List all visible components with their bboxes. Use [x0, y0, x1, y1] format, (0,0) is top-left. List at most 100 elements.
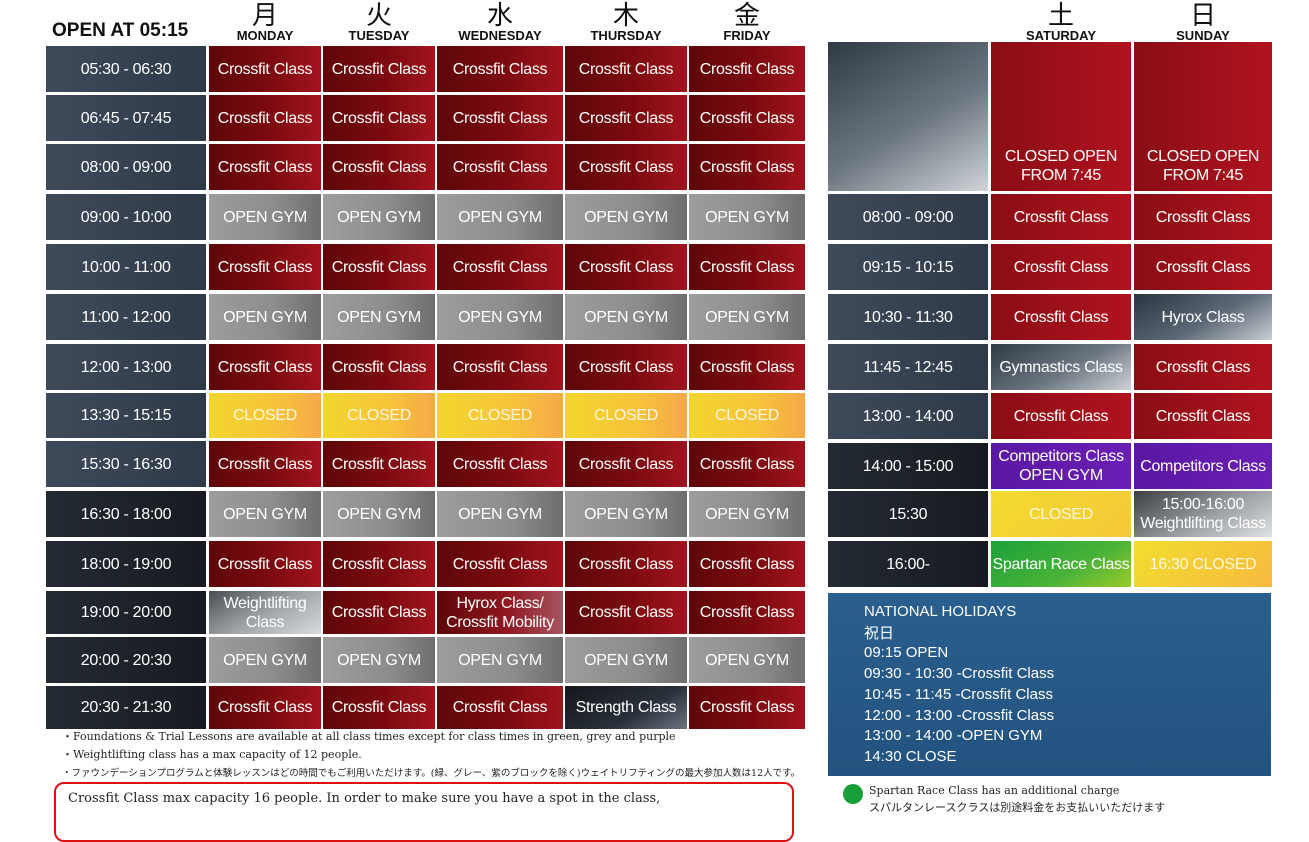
weekend-time-slot: 10:30 - 11:30 [828, 294, 988, 340]
time-slot: 11:00 - 12:00 [46, 294, 206, 340]
class-cell: Crossfit Class [565, 441, 687, 487]
class-cell: Crossfit Class [565, 344, 687, 390]
class-cell: Crossfit Class [689, 686, 805, 729]
time-slot: 08:00 - 09:00 [46, 144, 206, 190]
time-slot: 06:45 - 07:45 [46, 95, 206, 141]
time-slot: 10:00 - 11:00 [46, 244, 206, 290]
class-cell: Crossfit Class [209, 441, 321, 487]
class-cell: Weightlifting Class [209, 591, 321, 634]
class-cell: OPEN GYM [565, 491, 687, 537]
class-cell: OPEN GYM [209, 491, 321, 537]
class-cell: Crossfit Class [437, 686, 563, 729]
weekend-time-slot: 08:00 - 09:00 [828, 194, 988, 240]
time-slot: 09:00 - 10:00 [46, 194, 206, 240]
day-header-monday: 月 MONDAY [236, 1, 294, 43]
class-cell: Crossfit Class [323, 95, 435, 141]
class-cell: Crossfit Class [437, 46, 563, 92]
green-dot-icon [843, 784, 863, 804]
class-cell: OPEN GYM [209, 637, 321, 683]
class-cell: CLOSED [565, 393, 687, 438]
class-cell: OPEN GYM [437, 491, 563, 537]
class-cell: Crossfit Class [689, 144, 805, 190]
class-cell: Crossfit Class [323, 686, 435, 729]
class-cell: Crossfit Class [689, 46, 805, 92]
class-cell: OPEN GYM [209, 194, 321, 240]
day-header-friday: 金 FRIDAY [723, 1, 771, 43]
day-header-sunday: 日 SUNDAY [1176, 1, 1230, 43]
weekend-time-slot: 09:15 - 10:15 [828, 244, 988, 290]
class-cell: Crossfit Class [437, 344, 563, 390]
holiday-line: 10:45 - 11:45 -Crossfit Class [864, 685, 1053, 703]
sunday-closed-block: CLOSED OPEN FROM 7:45 [1134, 42, 1272, 191]
class-cell: OPEN GYM [437, 294, 563, 340]
class-cell: CLOSED [323, 393, 435, 438]
time-slot: 13:30 - 15:15 [46, 393, 206, 438]
class-cell: Crossfit Class [437, 244, 563, 290]
class-cell: OPEN GYM [689, 491, 805, 537]
saturday-class-cell: Spartan Race Class [991, 541, 1131, 587]
class-cell: CLOSED [209, 393, 321, 438]
class-cell: Strength Class [565, 686, 687, 729]
class-cell: OPEN GYM [323, 637, 435, 683]
class-cell: CLOSED [689, 393, 805, 438]
class-cell: Crossfit Class [323, 46, 435, 92]
class-cell: Crossfit Class [437, 144, 563, 190]
time-slot: 15:30 - 16:30 [46, 441, 206, 487]
weekend-time-header-block [828, 42, 988, 191]
sunday-class-cell: Hyrox Class [1134, 294, 1272, 340]
sunday-class-cell: 16:30 CLOSED [1134, 541, 1272, 587]
class-cell: Crossfit Class [323, 344, 435, 390]
class-cell: OPEN GYM [323, 194, 435, 240]
day-header-thursday: 木 THURSDAY [590, 1, 662, 43]
saturday-class-cell: Crossfit Class [991, 194, 1131, 240]
time-slot: 18:00 - 19:00 [46, 541, 206, 587]
capacity-notice-box: Crossfit Class max capacity 16 people. I… [54, 782, 794, 842]
class-cell: Crossfit Class [209, 344, 321, 390]
class-cell: OPEN GYM [437, 637, 563, 683]
class-cell: Hyrox Class/ Crossfit Mobility [437, 591, 563, 634]
holiday-line: 09:30 - 10:30 -Crossfit Class [864, 665, 1055, 683]
saturday-class-cell: Gymnastics Class [991, 344, 1131, 390]
class-cell: Crossfit Class [689, 95, 805, 141]
holidays-title: NATIONAL HOLIDAYS [864, 603, 1017, 620]
sunday-class-cell: 15:00-16:00 Weightlifting Class [1134, 491, 1272, 537]
holidays-kanji: 祝日 [864, 623, 895, 642]
class-cell: Crossfit Class [437, 441, 563, 487]
class-cell: Crossfit Class [209, 95, 321, 141]
class-cell: OPEN GYM [689, 637, 805, 683]
class-cell: Crossfit Class [565, 244, 687, 290]
capacity-note-text: Crossfit Class max capacity 16 people. I… [68, 791, 661, 806]
sunday-class-cell: Crossfit Class [1134, 194, 1272, 240]
weekend-time-slot: 14:00 - 15:00 [828, 443, 988, 489]
class-cell: Crossfit Class [437, 541, 563, 587]
class-cell: Crossfit Class [689, 244, 805, 290]
saturday-closed-block: CLOSED OPEN FROM 7:45 [991, 42, 1131, 191]
time-slot: 05:30 - 06:30 [46, 46, 206, 92]
class-cell: Crossfit Class [437, 95, 563, 141]
class-cell: OPEN GYM [437, 194, 563, 240]
foundations-note: ・Foundations & Trial Lessons are availab… [62, 730, 676, 743]
national-holidays-panel: NATIONAL HOLIDAYS 祝日 09:15 OPEN 09:30 - … [828, 593, 1271, 776]
class-cell: OPEN GYM [209, 294, 321, 340]
class-cell: Crossfit Class [209, 144, 321, 190]
time-slot: 16:30 - 18:00 [46, 491, 206, 537]
class-cell: CLOSED [437, 393, 563, 438]
class-cell: Crossfit Class [323, 144, 435, 190]
spartan-note-en: Spartan Race Class has an additional cha… [869, 784, 1120, 797]
time-slot: 19:00 - 20:00 [46, 591, 206, 634]
holiday-line: 12:00 - 13:00 -Crossfit Class [864, 706, 1055, 724]
class-cell: OPEN GYM [565, 194, 687, 240]
saturday-class-cell: Crossfit Class [991, 393, 1131, 439]
class-cell: Crossfit Class [689, 541, 805, 587]
weightlifting-capacity-note: ・Weightlifting class has a max capacity … [62, 748, 362, 761]
class-cell: OPEN GYM [565, 294, 687, 340]
class-cell: Crossfit Class [209, 46, 321, 92]
class-cell: OPEN GYM [565, 637, 687, 683]
class-cell: Crossfit Class [565, 591, 687, 634]
class-cell: Crossfit Class [565, 144, 687, 190]
class-cell: Crossfit Class [689, 591, 805, 634]
weekend-time-slot: 11:45 - 12:45 [828, 344, 988, 390]
spartan-note-ja: スパルタンレースクラスは別途料金をお支払いいただけます [869, 801, 1166, 814]
class-cell: OPEN GYM [323, 491, 435, 537]
saturday-class-cell: Crossfit Class [991, 244, 1131, 290]
